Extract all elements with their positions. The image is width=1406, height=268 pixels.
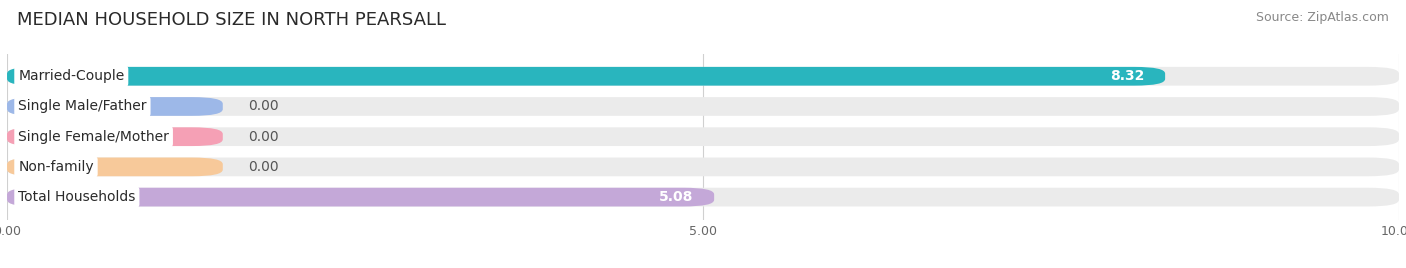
Text: 5.08: 5.08 [659,190,693,204]
FancyBboxPatch shape [7,158,1399,176]
Text: 0.00: 0.00 [247,99,278,113]
FancyBboxPatch shape [7,158,222,176]
Text: Single Female/Mother: Single Female/Mother [18,130,169,144]
Text: 0.00: 0.00 [247,130,278,144]
Text: Married-Couple: Married-Couple [18,69,124,83]
Text: Source: ZipAtlas.com: Source: ZipAtlas.com [1256,11,1389,24]
FancyBboxPatch shape [7,127,222,146]
FancyBboxPatch shape [7,97,222,116]
FancyBboxPatch shape [7,127,1399,146]
Text: 0.00: 0.00 [247,160,278,174]
Text: 8.32: 8.32 [1109,69,1144,83]
FancyBboxPatch shape [7,67,1166,85]
FancyBboxPatch shape [7,188,714,206]
Text: Single Male/Father: Single Male/Father [18,99,146,113]
FancyBboxPatch shape [7,97,1399,116]
FancyBboxPatch shape [7,67,1399,85]
Text: Total Households: Total Households [18,190,135,204]
Text: MEDIAN HOUSEHOLD SIZE IN NORTH PEARSALL: MEDIAN HOUSEHOLD SIZE IN NORTH PEARSALL [17,11,446,29]
FancyBboxPatch shape [7,188,1399,206]
Text: Non-family: Non-family [18,160,94,174]
